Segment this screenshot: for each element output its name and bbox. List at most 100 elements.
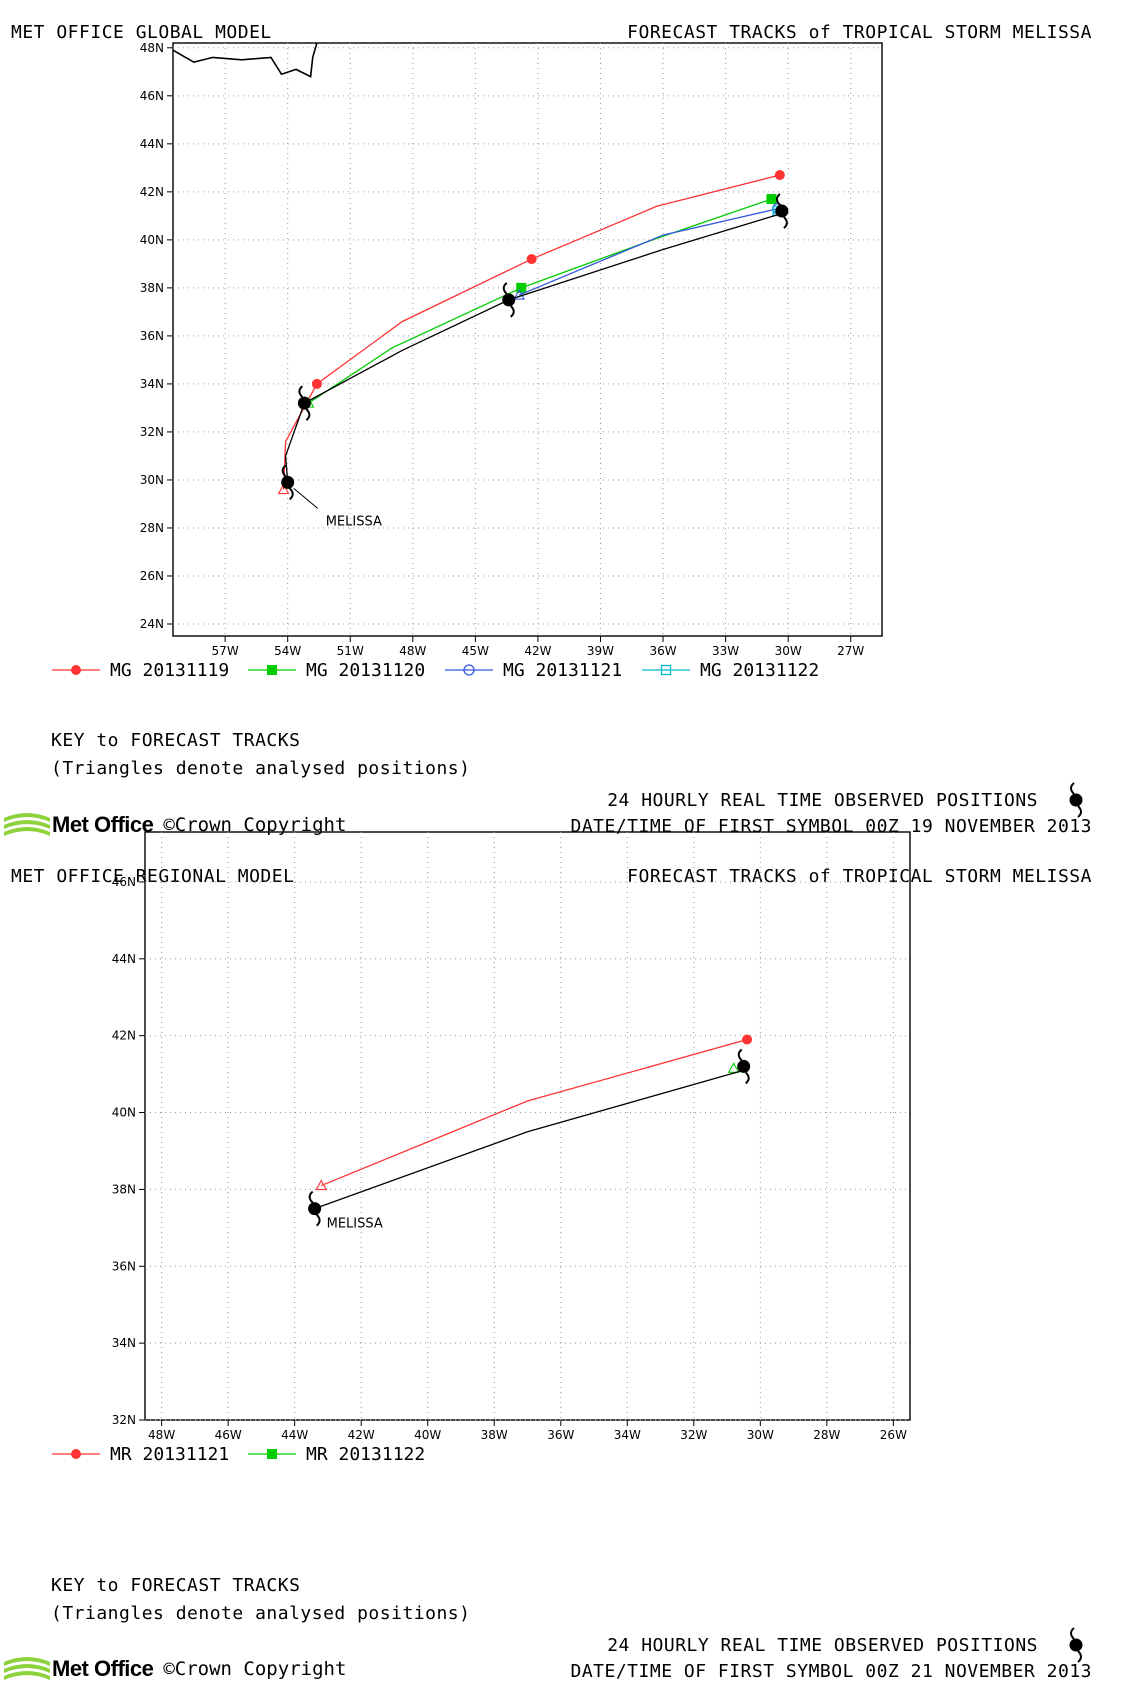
- legend-marker: [71, 1449, 81, 1459]
- legend-marker: [660, 664, 672, 676]
- triangles-note: (Triangles denote analysed positions): [51, 758, 471, 779]
- track-marker: [526, 254, 537, 265]
- legend-label: MG 20131119: [110, 660, 229, 681]
- regional-track-chart: 48W 46W 44W 42W 40W 38W 36W 34W 32W 30W 28W 26W 32N 3…: [52, 831, 1083, 1663]
- series-mg-20131120: [302, 194, 777, 408]
- legend-marker: [267, 1449, 277, 1459]
- series-mg-20131119: [277, 170, 785, 495]
- observed-symbol-icon: [1069, 1627, 1083, 1663]
- met-office-logo: Met Office ©Crown Copyright: [4, 810, 346, 840]
- y-tick-label: 36N: [112, 1259, 136, 1273]
- plot-area: 48W 46W 44W 42W 40W 38W 36W 34W 32W 30W 28W 26W 32N 3…: [112, 831, 911, 1442]
- y-tick-label: 26N: [140, 569, 164, 583]
- y-tick-label: 44N: [112, 952, 136, 966]
- storm-label: MELISSA: [327, 1217, 383, 1232]
- x-tick-label: 42W: [348, 1428, 375, 1442]
- observed-symbol-icon: [1069, 782, 1083, 818]
- copyright: ©Crown Copyright: [163, 814, 347, 836]
- y-tick-label: 30N: [140, 473, 164, 487]
- y-tick-label: 34N: [112, 1336, 136, 1350]
- legend-entry: MG 20131122: [642, 660, 819, 681]
- x-tick-label: 42W: [524, 644, 551, 658]
- legend-entry: MG 20131119: [52, 660, 229, 681]
- storm-symbol-icon: [308, 1190, 322, 1227]
- regional-model-panel: MET OFFICE REGIONAL MODEL FORECAST TRACK…: [0, 831, 1130, 1682]
- track-marker: [742, 1034, 753, 1045]
- first-symbol-label: DATE/TIME OF FIRST SYMBOL 00Z 21 NOVEMBE…: [570, 1661, 1092, 1682]
- storm-symbol-icon: [297, 385, 311, 421]
- storm-label-leader: [293, 487, 319, 509]
- x-tick-label: 32W: [680, 1428, 707, 1442]
- track-marker: [774, 170, 785, 181]
- x-tick-label: 57W: [212, 644, 239, 658]
- met-office-swoosh-icon: [4, 1657, 50, 1680]
- y-tick-label: 48N: [140, 41, 164, 55]
- global-track-chart: 57W 54W 51W 48W 45W 42W 39W 36W 33W 30W 27W 24N 26N 2…: [52, 41, 1083, 818]
- legend-entry: MG 20131120: [248, 660, 425, 681]
- x-tick-label: 30W: [775, 644, 802, 658]
- track-line: [282, 174, 780, 490]
- x-tick-label: 46W: [215, 1428, 242, 1442]
- y-tick-label: 32N: [112, 1413, 136, 1427]
- legend-label: MG 20131120: [306, 660, 425, 681]
- global-model-panel: MET OFFICE GLOBAL MODEL FORECAST TRACKS …: [0, 0, 1130, 840]
- analysed-triangle: [315, 1179, 328, 1191]
- x-tick-label: 54W: [274, 644, 301, 658]
- x-tick-label: 51W: [337, 644, 364, 658]
- y-tick-label: 40N: [112, 1106, 136, 1120]
- analysed-triangle: [727, 1062, 740, 1073]
- series-mr-20131122: [727, 1062, 740, 1073]
- y-tick-label: 40N: [140, 233, 164, 247]
- y-tick-label: 42N: [140, 185, 164, 199]
- x-tick-label: 30W: [747, 1428, 774, 1442]
- storm-symbol-icon: [502, 282, 516, 318]
- x-tick-label: 34W: [614, 1428, 641, 1442]
- storm-symbol-icon: [281, 464, 295, 501]
- legend-label: MR 20131122: [306, 1444, 425, 1465]
- met-office-logo: Met Office ©Crown Copyright: [4, 1654, 346, 1684]
- y-tick-label: 32N: [140, 425, 164, 439]
- coastline: [172, 42, 318, 78]
- track-marker: [766, 194, 777, 205]
- observed-label: 24 HOURLY REAL TIME OBSERVED POSITIONS: [607, 1635, 1038, 1656]
- logo-text: Met Office: [52, 812, 154, 837]
- x-tick-label: 38W: [481, 1428, 508, 1442]
- model-title: MET OFFICE GLOBAL MODEL: [11, 22, 272, 43]
- x-tick-label: 39W: [587, 644, 614, 658]
- y-tick-label: 38N: [112, 1182, 136, 1196]
- plot-area: 57W 54W 51W 48W 45W 42W 39W 36W 33W 30W 27W 24N 26N 2…: [140, 41, 883, 658]
- legend-entry: MR 20131122: [248, 1444, 425, 1465]
- analysed-triangle: [277, 483, 290, 495]
- x-tick-label: 36W: [649, 644, 676, 658]
- x-tick-label: 44W: [281, 1428, 308, 1442]
- track-line: [308, 198, 772, 404]
- y-tick-label: 44N: [140, 137, 164, 151]
- x-tick-label: 40W: [414, 1428, 441, 1442]
- y-tick-label: 34N: [140, 377, 164, 391]
- y-tick-label: 46N: [140, 89, 164, 103]
- y-tick-label: 38N: [140, 281, 164, 295]
- y-tick-label: 28N: [140, 521, 164, 535]
- y-tick-label: 24N: [140, 617, 164, 631]
- storm-symbol-icon: [775, 193, 789, 229]
- key-title: KEY to FORECAST TRACKS: [51, 730, 301, 751]
- x-tick-label: 26W: [880, 1428, 907, 1442]
- storm-title: FORECAST TRACKS of TROPICAL STORM MELISS…: [627, 22, 1092, 43]
- legend-entry: MG 20131121: [445, 660, 622, 681]
- track-line: [314, 1069, 744, 1210]
- track-line: [321, 1038, 748, 1187]
- x-tick-label: 48W: [399, 644, 426, 658]
- series-observed: [308, 1048, 751, 1227]
- met-office-swoosh-icon: [4, 813, 50, 836]
- legend-marker: [71, 665, 81, 675]
- first-symbol-label: DATE/TIME OF FIRST SYMBOL 00Z 19 NOVEMBE…: [570, 816, 1092, 837]
- x-tick-label: 28W: [813, 1428, 840, 1442]
- y-tick-label: 42N: [112, 1029, 136, 1043]
- track-line: [284, 212, 783, 483]
- copyright: ©Crown Copyright: [163, 1658, 347, 1680]
- x-tick-label: 36W: [547, 1428, 574, 1442]
- logo-text: Met Office: [52, 1656, 154, 1681]
- y-tick-label: 36N: [140, 329, 164, 343]
- triangles-note: (Triangles denote analysed positions): [51, 1603, 471, 1624]
- x-tick-label: 33W: [712, 644, 739, 658]
